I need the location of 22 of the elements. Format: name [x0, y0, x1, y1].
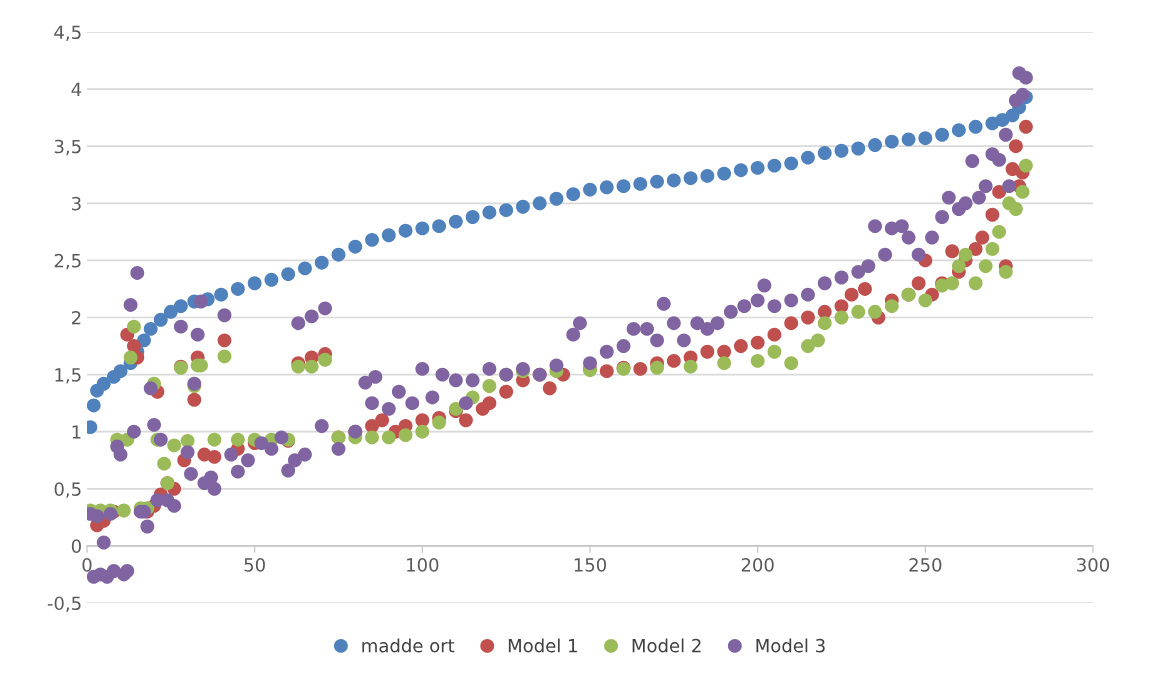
legend-label: Model 1	[508, 638, 577, 653]
y-tick-label: -0,5	[47, 596, 81, 612]
x-tick-label: 50	[244, 558, 265, 572]
x-tick-label: 300	[1077, 558, 1110, 572]
legend-label: Model 2	[632, 638, 701, 653]
y-tick-label: 4,5	[54, 25, 81, 41]
x-tick-label: 200	[741, 558, 774, 572]
y-tick-label: 4	[71, 82, 82, 96]
y-tick-label: 0	[71, 539, 81, 554]
x-tick-label: 100	[407, 558, 439, 572]
legend-label: madde ort	[362, 638, 455, 653]
y-tick-label: 2	[71, 310, 81, 325]
y-tick-label: 1	[72, 425, 81, 439]
y-tick-label: 3	[72, 196, 81, 211]
x-tick-label: 0	[82, 558, 92, 572]
y-tick-label: 3,5	[54, 139, 81, 156]
y-tick-label: 1,5	[55, 368, 81, 384]
legend-label: Model 3	[756, 638, 825, 653]
x-tick-label: 250	[909, 558, 942, 572]
y-tick-label: 2,5	[54, 253, 81, 270]
x-tick-label: 150	[574, 558, 607, 572]
y-tick-label: 0,5	[54, 482, 81, 498]
